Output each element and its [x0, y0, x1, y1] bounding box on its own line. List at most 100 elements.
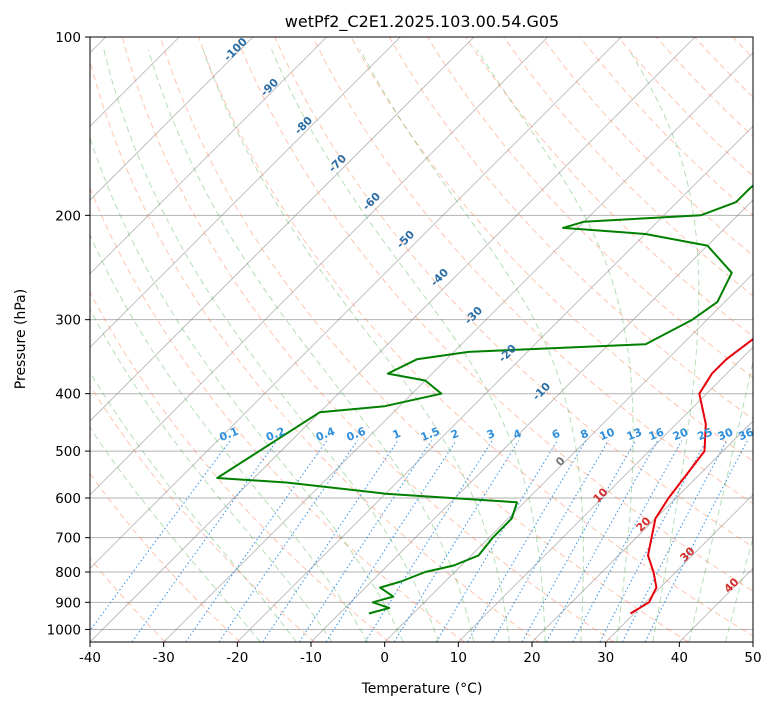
temperature-profile-line — [629, 337, 753, 615]
dry-adiabat-line — [656, 37, 753, 138]
moist-adiabat-line — [628, 49, 700, 642]
mixing-ratio-label: 25 — [695, 425, 714, 443]
profiles — [216, 184, 753, 615]
moist-adiabat-line — [725, 536, 753, 642]
dry-adiabat-line — [90, 472, 241, 642]
dry-adiabat-label: -80 — [292, 114, 315, 137]
background-lines — [90, 37, 775, 642]
mixing-ratio-line — [545, 440, 659, 642]
mixing-ratio-line — [131, 440, 278, 642]
mixing-ratio-line — [393, 440, 520, 642]
mixing-ratio-label: 20 — [671, 425, 690, 443]
y-tick-label: 800 — [55, 565, 81, 581]
plot-frame — [89, 36, 754, 643]
y-tick-label: 400 — [55, 387, 81, 403]
dry-adiabat-label: -50 — [394, 228, 417, 251]
dry-adiabat-label: -90 — [258, 76, 281, 99]
isotherm-line — [90, 37, 475, 422]
mixing-ratio-line — [218, 440, 358, 642]
mixing-ratio-label: 0.2 — [264, 425, 287, 444]
x-tick-label: 30 — [597, 650, 614, 666]
isotherm-line — [90, 37, 327, 275]
moist-adiabat-line — [476, 49, 634, 642]
x-tick-label: 50 — [744, 650, 761, 666]
mixing-ratio-line — [621, 440, 728, 642]
moist-adiabat-line — [271, 49, 546, 642]
isotherm-line — [163, 52, 753, 642]
chart-title: wetPf2_C2E1.2025.103.00.54.G05 — [285, 12, 559, 32]
dry-adiabat-line — [771, 37, 775, 642]
moist-adiabat-label: 0 — [553, 454, 568, 469]
y-tick-label: 600 — [55, 491, 81, 507]
isotherm-line — [605, 494, 753, 642]
x-tick-label: 0 — [380, 650, 389, 666]
mixing-ratio-line — [435, 440, 558, 642]
dry-adiabat-line — [617, 37, 753, 177]
dry-adiabat-label: -70 — [326, 152, 349, 175]
mixing-ratio-line — [364, 440, 493, 642]
dry-adiabat-label: -60 — [360, 190, 383, 213]
mixing-ratio-label: 13 — [625, 425, 644, 443]
moist-adiabat-label: 20 — [634, 514, 654, 534]
isotherm-line — [531, 420, 753, 642]
mixing-ratio-line — [572, 440, 683, 642]
mixing-ratio-label: 1 — [391, 427, 403, 442]
y-tick-label: 100 — [55, 30, 81, 46]
mixing-ratio-label: 6 — [550, 427, 562, 442]
y-tick-label: 1000 — [47, 622, 81, 638]
isotherm-line — [90, 37, 254, 201]
dry-adiabat-line — [121, 37, 614, 642]
dry-adiabat-label: -10 — [530, 380, 553, 403]
isotherm-line — [458, 346, 753, 642]
mixing-ratio-line — [185, 440, 328, 642]
moist-adiabat-line — [147, 49, 475, 642]
mixing-ratio-line — [325, 440, 457, 642]
dry-adiabat-line — [426, 37, 753, 378]
dry-adiabat-label: -40 — [428, 266, 451, 289]
moist-adiabat-line — [688, 358, 753, 642]
dry-adiabat-line — [388, 37, 753, 420]
y-tick-label: 300 — [55, 313, 81, 329]
dry-adiabat-line — [198, 37, 753, 637]
axes: -40 -30 -20 -10 0 10 20 30 40 5010020030040050060… — [47, 30, 762, 666]
moist-adiabat-line — [202, 49, 510, 642]
isotherm-line — [384, 273, 753, 642]
moist-adiabat-line — [103, 49, 439, 642]
dry-adiabat-line — [90, 59, 540, 642]
mixing-ratio-line — [491, 440, 609, 642]
mixing-ratio-line — [262, 440, 399, 642]
y-tick-label: 700 — [55, 531, 81, 547]
dry-adiabat-line — [159, 37, 689, 642]
isotherm-line — [90, 37, 401, 348]
mixing-ratio-line — [467, 440, 587, 642]
x-tick-label: -20 — [226, 650, 248, 666]
moist-adiabat-label: 30 — [678, 544, 698, 564]
mixing-ratio-line — [644, 440, 748, 642]
moist-adiabat-line — [90, 426, 261, 642]
isotherm-line — [90, 37, 622, 569]
mixing-ratio-line — [521, 440, 637, 642]
isotherm-line — [90, 37, 696, 642]
dry-adiabat-line — [541, 37, 753, 257]
mixing-ratio-label: 36 — [737, 425, 756, 443]
dry-adiabat-line — [350, 37, 753, 462]
dry-adiabat-line — [236, 37, 753, 592]
mixing-ratio-label: 0.1 — [217, 425, 240, 444]
mixing-ratio-line — [90, 440, 231, 632]
isotherm-line — [752, 641, 753, 642]
isotherm-line — [90, 37, 548, 496]
x-tick-label: 40 — [671, 650, 688, 666]
isotherm-line — [310, 199, 753, 642]
mixing-ratio-label: 8 — [578, 427, 590, 442]
mixing-ratio-line — [298, 440, 432, 642]
y-tick-label: 200 — [55, 208, 81, 224]
dewpoint-profile-line — [216, 184, 753, 615]
moist-adiabat-line — [359, 49, 584, 642]
x-tick-label: -40 — [79, 650, 101, 666]
dry-adiabat-line — [274, 37, 753, 548]
mixing-ratio-label: 16 — [647, 425, 666, 443]
x-tick-label: 20 — [523, 650, 540, 666]
moist-adiabat-line — [90, 136, 404, 642]
dry-adiabat-line — [465, 37, 753, 338]
